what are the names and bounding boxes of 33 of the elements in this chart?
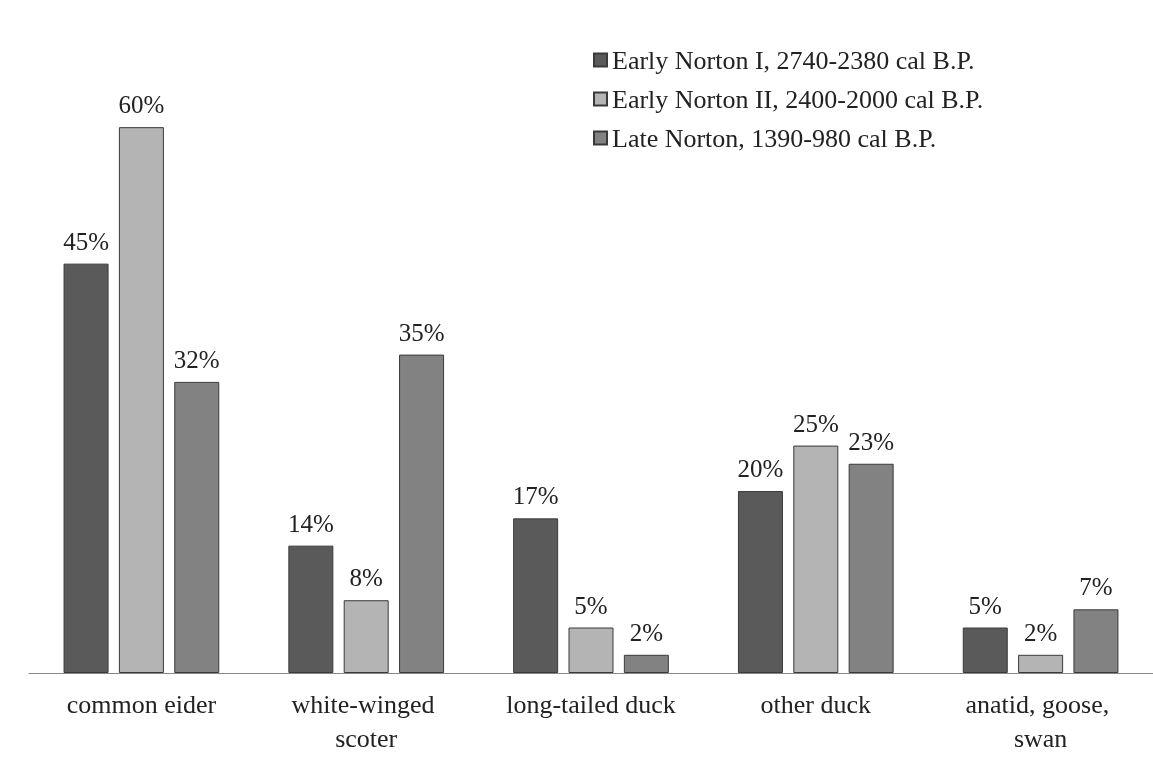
data-label: 5%: [968, 591, 1002, 619]
data-label: 8%: [349, 564, 383, 592]
data-label: 20%: [737, 455, 784, 483]
data-label: 2%: [629, 618, 664, 646]
data-label: 17%: [512, 482, 559, 510]
x-tick-label: long-tailed duck: [506, 689, 676, 719]
bar: [288, 545, 334, 673]
data-label: 2%: [1023, 618, 1058, 646]
data-label: 45%: [63, 227, 109, 255]
data-label: 60%: [118, 91, 165, 119]
bar: [737, 491, 783, 673]
x-tick-label: common eider: [66, 689, 217, 719]
x-tick-label: anatid, goose, swan: [965, 689, 1116, 753]
data-label: 7%: [1079, 573, 1113, 601]
bar: [962, 627, 1008, 673]
data-label: 5%: [574, 591, 608, 619]
bar: [343, 600, 389, 673]
data-label: 25%: [792, 409, 839, 437]
x-tick-label: other duck: [760, 689, 872, 719]
data-label: 14%: [287, 509, 334, 537]
bar: [1018, 654, 1064, 673]
x-tick-label: white-winged scoter: [291, 689, 441, 753]
bar: [513, 518, 559, 673]
bar: [793, 445, 839, 673]
legend-label: Late Norton, 1390-980 cal B.P.: [612, 123, 937, 153]
bar: [568, 627, 614, 673]
legend-label: Early Norton I, 2740-2380 cal B.P.: [612, 45, 975, 75]
data-label: 23%: [848, 427, 895, 455]
bar: [118, 127, 164, 673]
bar: [63, 263, 109, 673]
data-label: 32%: [173, 345, 220, 373]
data-label: 35%: [398, 318, 445, 346]
legend-label: Early Norton II, 2400-2000 cal B.P.: [612, 84, 984, 114]
